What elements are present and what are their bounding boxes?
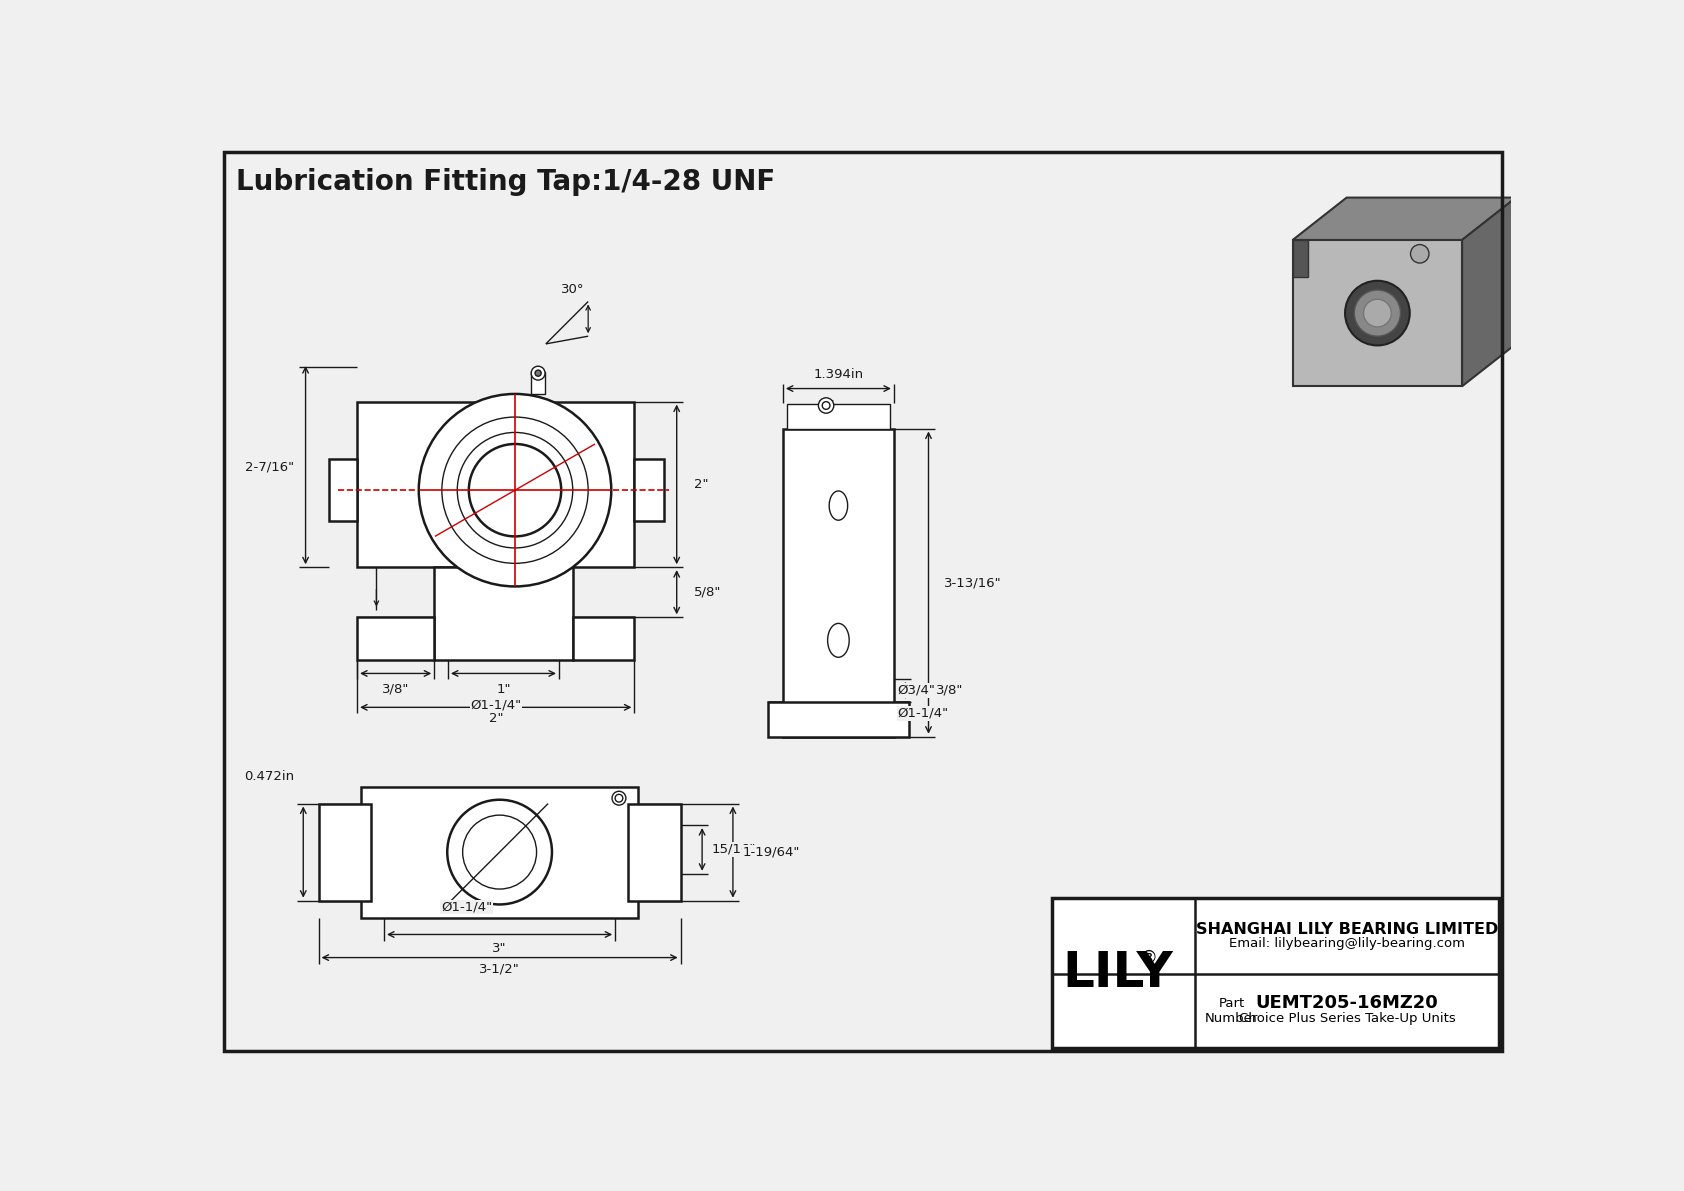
Bar [573,617,635,660]
Circle shape [822,401,830,410]
Ellipse shape [829,491,847,520]
Text: Lubrication Fitting Tap:1/4-28 UNF: Lubrication Fitting Tap:1/4-28 UNF [236,168,776,197]
Text: 3-13/16": 3-13/16" [945,576,1002,590]
Bar [783,429,894,736]
Text: Ø1-1/4": Ø1-1/4" [441,900,492,913]
Text: Part
Number: Part Number [1206,997,1258,1025]
Circle shape [818,398,834,413]
Text: ®: ® [1140,949,1157,967]
Circle shape [1354,289,1401,336]
Text: 1": 1" [497,682,510,696]
Circle shape [611,791,626,805]
Circle shape [1346,281,1410,345]
Text: Email: lilybearing@lily-bearing.com: Email: lilybearing@lily-bearing.com [1229,937,1465,950]
Text: 30°: 30° [561,283,584,297]
Text: 3/8": 3/8" [382,682,409,696]
Bar [635,460,663,520]
Bar [530,373,546,394]
Circle shape [530,366,546,380]
Bar [360,786,638,917]
Bar [628,804,680,900]
Text: Choice Plus Series Take-Up Units: Choice Plus Series Take-Up Units [1239,1012,1455,1025]
Text: Ø3/4": Ø3/4" [898,684,936,697]
Text: 2": 2" [694,478,709,491]
Polygon shape [1293,239,1462,386]
Bar [1052,898,1499,1048]
Circle shape [448,799,552,904]
Text: 3/8": 3/8" [936,684,963,697]
Bar [768,701,909,736]
Ellipse shape [827,623,849,657]
Circle shape [536,370,541,376]
Text: 1.394in: 1.394in [813,368,864,381]
Text: SHANGHAI LILY BEARING LIMITED: SHANGHAI LILY BEARING LIMITED [1196,922,1499,937]
Circle shape [463,815,537,888]
Text: 5/8": 5/8" [694,586,721,599]
Bar [786,404,891,429]
Text: 2-7/16": 2-7/16" [244,461,295,474]
Circle shape [615,794,623,802]
Text: LILY: LILY [1063,949,1174,997]
Polygon shape [1293,239,1308,276]
Polygon shape [1293,198,1516,239]
Circle shape [441,417,588,563]
Circle shape [1411,244,1430,263]
Bar [318,804,370,900]
Text: 3": 3" [492,942,507,955]
Bar [328,460,357,520]
Bar [357,401,635,567]
Bar [434,567,573,660]
Circle shape [419,394,611,586]
Text: 3-1/2": 3-1/2" [480,962,520,975]
Circle shape [458,432,573,548]
Circle shape [468,444,561,536]
Circle shape [1364,299,1391,328]
Text: 1-19/64": 1-19/64" [743,846,800,859]
Text: Ø1-1/4": Ø1-1/4" [898,707,948,721]
Polygon shape [1462,198,1516,386]
Text: Ø1-1/4": Ø1-1/4" [470,698,522,711]
Text: UEMT205-16MZ20: UEMT205-16MZ20 [1256,994,1438,1012]
Bar [357,617,434,660]
Text: 15/16": 15/16" [711,843,756,856]
Text: 0.472in: 0.472in [244,769,295,782]
Text: 2": 2" [488,712,504,725]
